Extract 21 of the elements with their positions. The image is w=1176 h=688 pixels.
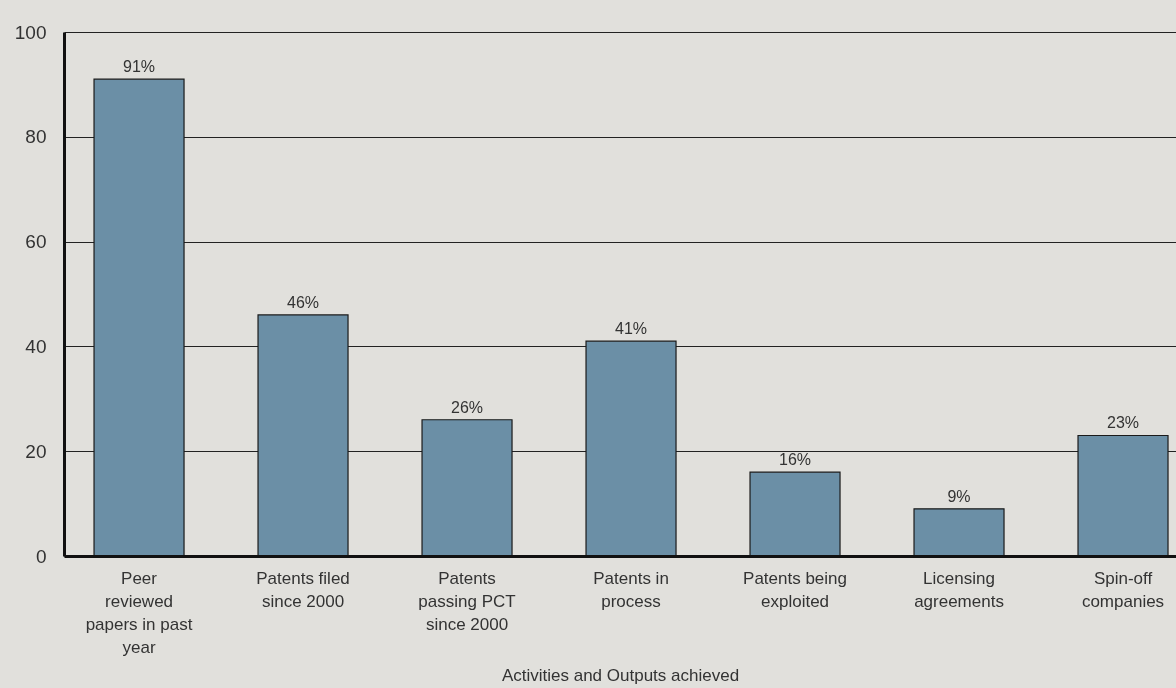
- data-label: 23%: [1107, 414, 1140, 432]
- x-tick-label: Peer reviewed papers in past year: [85, 568, 193, 657]
- x-tick-label: Patents passing PCT since 2000: [418, 568, 516, 634]
- y-tick-label: 40: [25, 335, 47, 357]
- x-tick-label: Spin-off companies: [1081, 568, 1165, 611]
- data-label: 9%: [947, 487, 971, 505]
- y-tick-label: 20: [25, 440, 47, 462]
- data-label: 16%: [779, 451, 812, 469]
- x-axis-title: Activities and Outputs achieved: [501, 665, 740, 685]
- y-tick-label: 80: [25, 126, 47, 148]
- data-label: 91%: [123, 58, 156, 76]
- y-tick-label: 0: [35, 545, 47, 567]
- x-tick-label: Patents filed since 2000: [256, 568, 350, 611]
- y-tick-label: 60: [25, 231, 47, 253]
- y-tick-label: 100: [14, 21, 47, 43]
- x-tick-label: Licensing agreements: [914, 568, 1004, 611]
- x-tick-label: Patents being exploited: [743, 568, 848, 611]
- data-label: 41%: [615, 320, 648, 338]
- data-label: 26%: [451, 398, 484, 416]
- x-tick-label: Patents in process: [593, 568, 669, 611]
- data-label: 46%: [287, 293, 320, 311]
